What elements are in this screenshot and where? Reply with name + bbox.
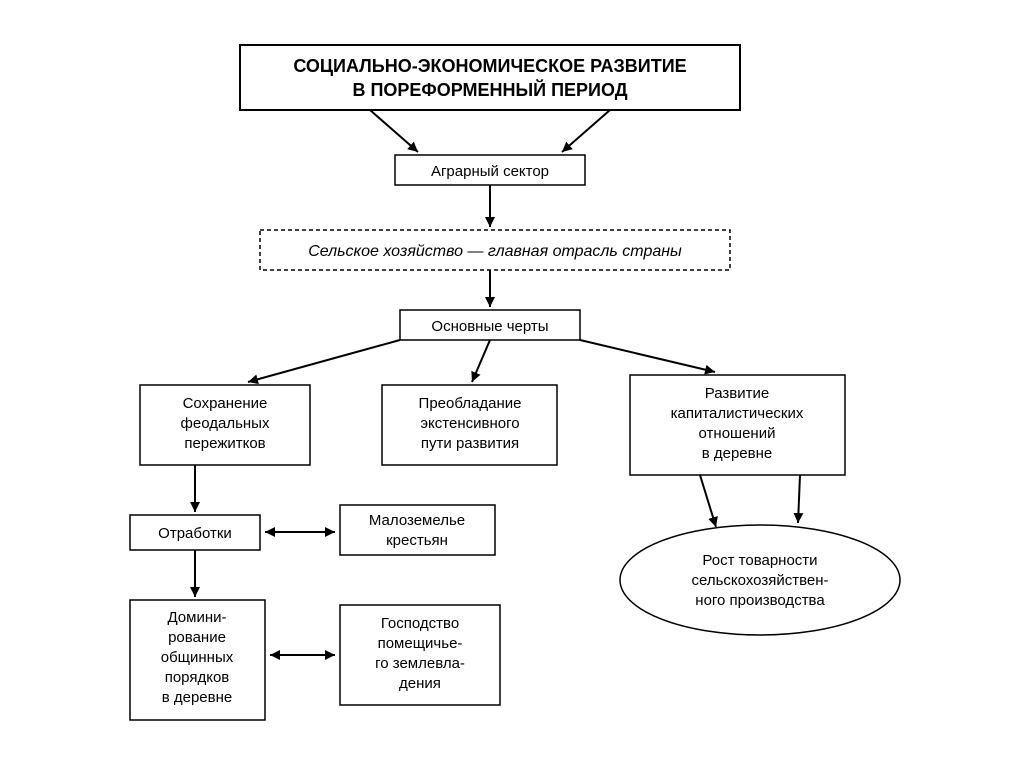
flowchart-diagram: СОЦИАЛЬНО-ЭКОНОМИЧЕСКОЕ РАЗВИТИЕ В ПОРЕФ…: [0, 0, 1024, 767]
dominir-line3: общинных: [161, 649, 234, 666]
branch2-line3: пути развития: [421, 435, 519, 452]
malozemele-line2: крестьян: [386, 532, 448, 549]
title-box: [240, 45, 740, 110]
agrarian-text: Аграрный сектор: [431, 163, 549, 180]
title-line2: В ПОРЕФОРМЕННЫЙ ПЕРИОД: [352, 79, 627, 100]
arrow-features-left: [248, 340, 400, 382]
arrow-title-right: [562, 110, 610, 152]
arrow-branch3-down-left: [700, 475, 716, 527]
arrow-title-left: [370, 110, 418, 152]
dominir-line2: рование: [168, 629, 226, 646]
gospodstvo-line2: помещичье-: [378, 635, 463, 652]
dominir-line4: порядков: [165, 669, 230, 686]
branch1-line1: Сохранение: [183, 395, 268, 412]
features-text: Основные черты: [431, 318, 548, 335]
gospodstvo-line1: Господство: [381, 615, 459, 632]
gospodstvo-line3: го землевла-: [375, 655, 465, 672]
gospodstvo-line4: дения: [399, 675, 441, 692]
branch2-line2: экстенсивного: [420, 415, 519, 432]
branch1-line3: пережитков: [184, 435, 265, 452]
ellipse-line1: Рост товарности: [702, 552, 817, 569]
malozemele-line1: Малоземелье: [369, 512, 465, 529]
dominir-line5: в деревне: [162, 689, 233, 706]
branch3-line3: отношений: [699, 425, 776, 442]
branch3-line1: Развитие: [705, 385, 770, 402]
title-line1: СОЦИАЛЬНО-ЭКОНОМИЧЕСКОЕ РАЗВИТИЕ: [293, 56, 686, 76]
branch3-line2: капиталистических: [671, 405, 804, 422]
arrow-branch3-down-right: [798, 475, 800, 523]
dominir-line1: Домини-: [167, 609, 226, 626]
branch2-line1: Преобладание: [419, 395, 522, 412]
arrow-features-mid: [472, 340, 490, 382]
agriculture-text: Сельское хозяйство — главная отрасль стр…: [308, 243, 682, 260]
arrow-features-right: [580, 340, 715, 372]
ellipse-line3: ного производства: [695, 592, 825, 609]
ellipse-line2: сельскохозяйствен-: [692, 572, 829, 589]
branch1-line2: феодальных: [181, 415, 270, 432]
otrabotki-text: Отработки: [158, 525, 232, 542]
branch3-line4: в деревне: [702, 445, 773, 462]
